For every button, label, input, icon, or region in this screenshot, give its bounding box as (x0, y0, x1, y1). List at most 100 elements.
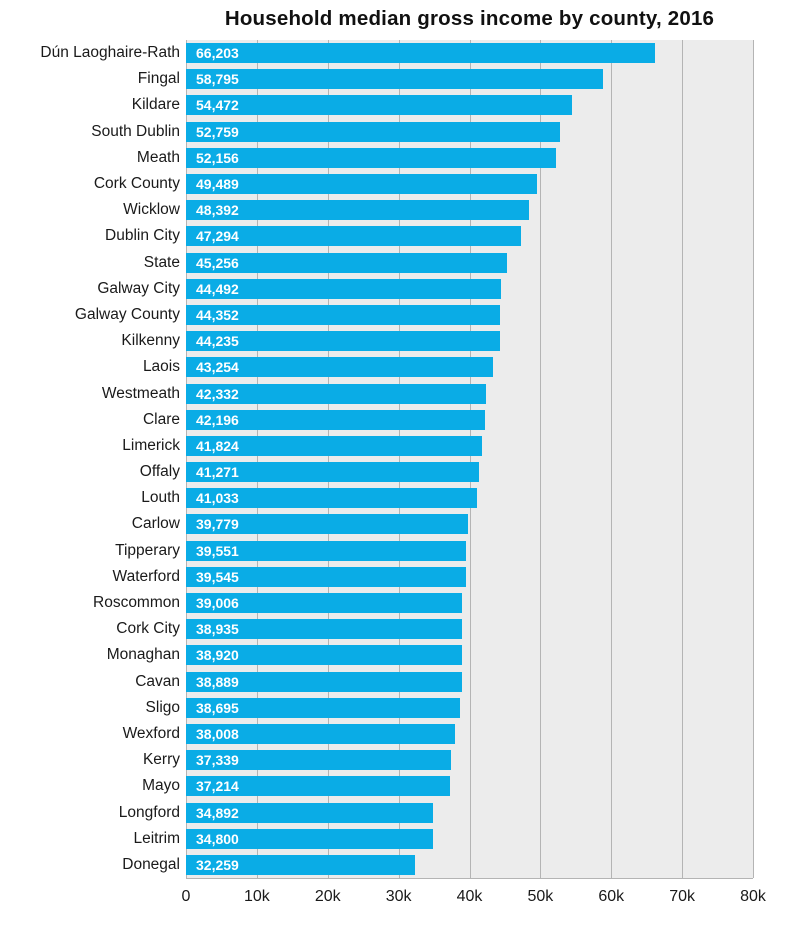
x-axis: 0 10k 20k 30k 40k 50k 60k 70k 80k (182, 886, 766, 912)
bar-row: 47,294 (186, 223, 753, 249)
gridline (753, 40, 754, 878)
category-label: Wicklow (123, 201, 180, 219)
category-label: Offaly (139, 463, 180, 481)
bar-row: 41,033 (186, 485, 753, 511)
x-tick-label: 60k (598, 888, 625, 905)
category-label: Cork County (93, 175, 180, 193)
bar-row: 44,352 (186, 302, 753, 328)
bar-value-label: 41,824 (196, 437, 239, 454)
bar-row: 34,800 (186, 826, 753, 852)
category-label: Tipperary (115, 541, 180, 559)
category-label: South Dublin (91, 122, 180, 140)
bar: 38,695 (186, 697, 461, 718)
category-label: Galway County (74, 305, 180, 323)
gridline (398, 40, 400, 878)
bar-value-label: 38,695 (196, 699, 239, 716)
bar: 49,489 (186, 174, 537, 195)
bar-value-label: 38,889 (196, 673, 239, 690)
bar-row: 42,196 (186, 407, 753, 433)
gridline (611, 40, 613, 878)
category-label: Limerick (122, 436, 180, 454)
bar-row: 42,332 (186, 380, 753, 406)
x-tick-label: 10k (243, 888, 270, 905)
bar: 39,779 (186, 514, 468, 535)
bar-value-label: 47,294 (196, 228, 239, 245)
bar-value-label: 58,795 (196, 71, 239, 88)
bar-value-label: 66,203 (196, 45, 239, 62)
bar-value-label: 39,779 (196, 516, 239, 533)
category-label: Cavan (135, 672, 180, 690)
bar-row: 41,271 (186, 459, 753, 485)
gridline (682, 40, 684, 878)
category-label: Kerry (142, 751, 180, 769)
bar: 52,759 (186, 121, 560, 142)
bar: 38,008 (186, 723, 456, 744)
category-label: Monaghan (106, 646, 180, 664)
category-label: Dublin City (105, 227, 180, 245)
bar-row: 54,472 (186, 92, 753, 118)
chart-title: Household median gross income by county,… (224, 7, 715, 30)
bar-row: 34,892 (186, 799, 753, 825)
category-label: Mayo (142, 777, 180, 795)
bar-row: 39,551 (186, 538, 753, 564)
gridline (186, 40, 187, 878)
gridline (327, 40, 329, 878)
bar: 38,935 (186, 619, 462, 640)
bar: 38,889 (186, 671, 462, 692)
category-label: Donegal (122, 855, 180, 873)
bar: 44,235 (186, 331, 500, 352)
bar: 47,294 (186, 226, 522, 247)
category-label: Meath (136, 148, 180, 166)
bar-row: 38,695 (186, 695, 753, 721)
bar-value-label: 39,545 (196, 568, 239, 585)
bar: 39,545 (186, 566, 467, 587)
bar: 66,203 (186, 43, 656, 64)
bar-value-label: 38,920 (196, 647, 239, 664)
bar-value-label: 42,332 (196, 385, 239, 402)
bar: 41,824 (186, 435, 483, 456)
bar-value-label: 45,256 (196, 254, 239, 271)
category-labels: Dún Laoghaire-Rath Fingal Kildare South Dub… (0, 40, 180, 878)
bar-row: 39,545 (186, 564, 753, 590)
bar: 45,256 (186, 252, 507, 273)
category-label: Galway City (97, 279, 180, 297)
bar: 34,892 (186, 802, 434, 823)
bar-row: 38,935 (186, 616, 753, 642)
category-label: State (143, 253, 180, 271)
bar-value-label: 42,196 (196, 411, 239, 428)
bar-value-label: 39,551 (196, 542, 239, 559)
bar-value-label: 38,008 (196, 725, 239, 742)
category-label: Longford (118, 803, 180, 821)
bar-row: 48,392 (186, 197, 753, 223)
bar-row: 38,889 (186, 669, 753, 695)
bar: 34,800 (186, 828, 433, 849)
bar-value-label: 44,492 (196, 280, 239, 297)
bar-value-label: 39,006 (196, 595, 239, 612)
bar-value-label: 34,892 (196, 804, 239, 821)
bar-value-label: 38,935 (196, 621, 239, 638)
bar-value-label: 44,235 (196, 333, 239, 350)
bar: 39,006 (186, 593, 463, 614)
bar: 54,472 (186, 95, 573, 116)
category-label: Kilkenny (121, 332, 180, 350)
category-label: Fingal (137, 70, 180, 88)
bar-row: 43,254 (186, 354, 753, 380)
gridlines (186, 40, 754, 878)
x-tick-label: 30k (385, 888, 412, 905)
bar: 52,156 (186, 147, 556, 168)
bar: 58,795 (186, 69, 603, 90)
bar-value-label: 32,259 (196, 856, 239, 873)
category-label: Kildare (131, 96, 180, 114)
category-label: Louth (141, 489, 180, 507)
bar-value-label: 44,352 (196, 306, 239, 323)
bar-value-label: 48,392 (196, 202, 239, 219)
bar-row: 41,824 (186, 433, 753, 459)
bar-row: 45,256 (186, 250, 753, 276)
category-label: Cork City (116, 620, 180, 638)
bar-value-label: 54,472 (196, 97, 239, 114)
bar-row: 39,779 (186, 511, 753, 537)
category-label: Carlow (131, 515, 180, 533)
category-label: Westmeath (101, 384, 180, 402)
bar-value-label: 37,339 (196, 752, 239, 769)
bar: 44,352 (186, 304, 501, 325)
